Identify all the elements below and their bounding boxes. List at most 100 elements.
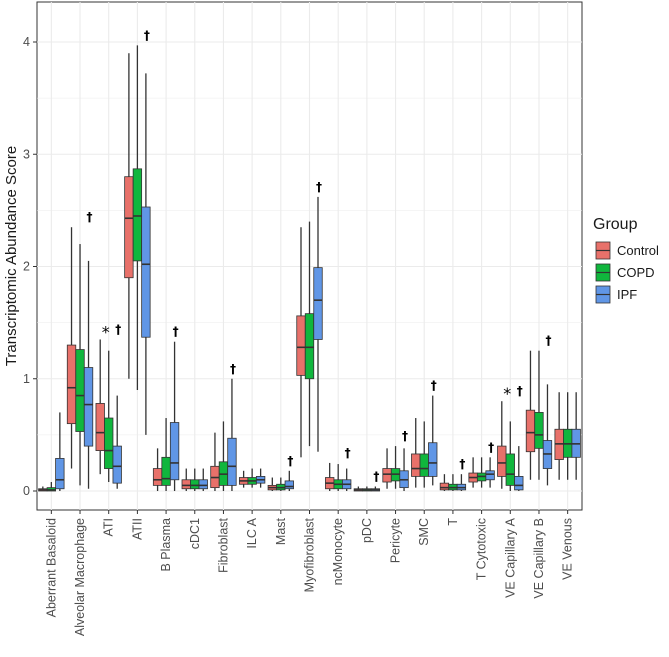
box-iqr	[411, 453, 421, 477]
box-control-12	[382, 448, 392, 489]
significance-dagger-4: †	[173, 325, 179, 339]
box-iqr	[428, 442, 438, 477]
significance-dagger-16: †	[517, 384, 523, 398]
x-tick-label: Fibroblast	[216, 517, 230, 572]
y-axis-ticks: 0 1 2 3 4	[23, 35, 37, 498]
box-iqr	[66, 344, 77, 425]
x-tick-label: B Plasma	[159, 518, 173, 572]
x-tick-label: Aberrant Basaloid	[44, 518, 58, 617]
x-tick-label: VE Capillary A	[503, 517, 517, 598]
y-tick-label: 0	[23, 484, 30, 498]
box-copd-4	[161, 418, 171, 491]
box-ipf-15	[485, 457, 495, 488]
box-ipf-10	[342, 468, 352, 491]
box-iqr	[95, 403, 105, 451]
annotations-layer: † * † † † † † † † † † † † † * † †	[87, 28, 552, 483]
box-control-6	[210, 432, 220, 491]
box-iqr	[534, 412, 544, 449]
significance-dagger-6: †	[230, 362, 236, 376]
box-iqr	[104, 417, 114, 469]
box-iqr	[55, 458, 65, 490]
box-control-8	[267, 477, 277, 491]
box-iqr	[296, 315, 306, 376]
significance-dagger-15: †	[488, 440, 494, 454]
x-tick-label: pDC	[360, 518, 374, 543]
box-iqr	[181, 479, 191, 490]
x-tick-label: VE Venous	[561, 518, 575, 580]
box-iqr	[83, 367, 94, 447]
box-ipf-14	[456, 474, 467, 491]
x-tick-label: ILC A	[245, 517, 259, 548]
x-tick-label: cDC1	[188, 518, 202, 549]
box-iqr	[161, 456, 171, 486]
box-iqr	[141, 206, 151, 338]
x-tick-label: ATII	[130, 518, 144, 540]
box-copd-12	[390, 446, 401, 489]
legend-item-copd: COPD	[595, 263, 655, 282]
box-copd-10	[333, 464, 343, 491]
box-copd-18	[563, 392, 573, 480]
box-iqr	[419, 453, 429, 477]
box-ipf-4	[169, 341, 180, 491]
x-axis-ticks: Aberrant Basaloid Alveolar Macrophage ATI A…	[44, 510, 575, 636]
box-copd-17	[534, 350, 544, 480]
x-tick-label: Myofibroblast	[303, 517, 317, 592]
box-ipf-8	[284, 470, 294, 491]
box-ipf-17	[542, 384, 553, 486]
box-iqr	[304, 313, 315, 380]
box-iqr	[124, 176, 134, 279]
box-ipf-3	[141, 73, 151, 435]
box-iqr	[485, 470, 495, 481]
y-tick-label: 2	[23, 260, 30, 274]
x-tick-label: VE Capillary B	[532, 518, 546, 599]
legend-items: Control COPD IPF	[595, 241, 659, 304]
legend-item-control: Control	[595, 241, 659, 260]
x-tick-label: ATI	[102, 518, 116, 537]
box-copd-16	[505, 421, 515, 491]
box-iqr	[190, 479, 200, 490]
box-copd-2	[104, 350, 114, 483]
y-tick-label: 1	[23, 372, 30, 386]
box-iqr	[112, 445, 122, 484]
significance-dagger-10: †	[345, 446, 351, 460]
significance-star-2: *	[102, 322, 110, 341]
significance-dagger-11: †	[373, 470, 379, 484]
legend-label: COPD	[617, 265, 655, 280]
box-copd-14	[448, 474, 458, 491]
box-iqr	[525, 409, 536, 453]
box-copd-5	[190, 468, 200, 491]
legend-title: Group	[593, 216, 638, 233]
x-tick-label: SMC	[417, 518, 431, 546]
box-control-13	[411, 418, 421, 488]
box-ipf-9	[313, 196, 323, 452]
legend-item-ipf: IPF	[595, 285, 637, 304]
boxes-layer	[38, 45, 581, 492]
box-iqr	[169, 422, 180, 481]
box-ipf-5	[198, 468, 208, 491]
box-iqr	[75, 349, 85, 432]
y-axis-title: Transcriptomic Abundance Score	[3, 146, 20, 366]
box-iqr	[313, 267, 323, 340]
significance-dagger-13: †	[431, 379, 437, 393]
legend-label: IPF	[617, 287, 637, 302]
significance-star-16: *	[503, 384, 511, 403]
box-iqr	[284, 480, 294, 490]
significance-dagger-2: †	[115, 322, 121, 336]
box-iqr	[227, 437, 237, 486]
box-ipf-13	[428, 395, 438, 486]
box-iqr	[497, 445, 507, 477]
box-copd-9	[304, 221, 315, 447]
box-ipf-18	[571, 392, 581, 480]
significance-dagger-14: †	[459, 457, 465, 471]
box-copd-7	[247, 468, 257, 488]
significance-dagger-17: †	[545, 334, 551, 348]
box-ipf-1	[83, 260, 94, 489]
box-control-16	[497, 401, 507, 489]
significance-dagger-12: †	[402, 429, 408, 443]
legend-label: Control	[617, 243, 659, 258]
box-iqr	[152, 468, 163, 486]
box-iqr	[198, 479, 208, 490]
y-tick-label: 4	[23, 35, 30, 49]
box-control-11	[353, 486, 364, 492]
